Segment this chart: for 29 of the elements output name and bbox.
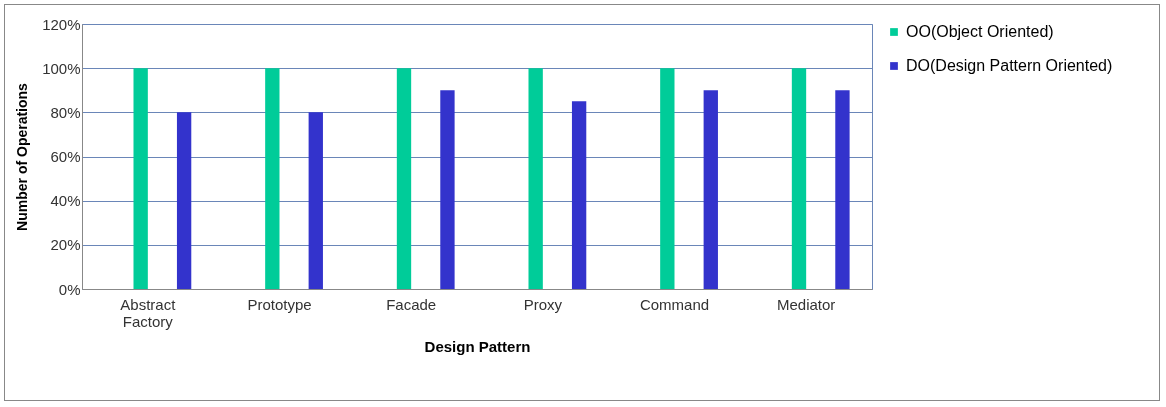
x-tick-label: Prototype bbox=[247, 295, 312, 313]
x-tick-label: Facade bbox=[386, 295, 437, 313]
bar bbox=[528, 68, 543, 289]
bar bbox=[396, 68, 412, 289]
x-tick-label: Abstract Factory bbox=[120, 295, 177, 330]
x-tick-label: Command bbox=[639, 295, 710, 313]
y-axis-title: Number of Operations bbox=[14, 82, 31, 231]
bar bbox=[133, 68, 148, 289]
bar bbox=[835, 90, 850, 289]
bar bbox=[571, 101, 587, 289]
bar bbox=[660, 68, 675, 289]
x-axis-title: Design Pattern bbox=[424, 337, 531, 355]
y-tick-label: 0% bbox=[58, 280, 81, 298]
bar bbox=[308, 112, 323, 289]
bar bbox=[265, 68, 280, 289]
y-tick-label: 100% bbox=[42, 59, 81, 77]
x-tick-label: Proxy bbox=[523, 295, 563, 313]
bar bbox=[440, 90, 455, 289]
legend-label: OO(Object Oriented) bbox=[906, 23, 1054, 40]
y-tick-label: 60% bbox=[50, 148, 81, 165]
bar bbox=[791, 68, 807, 289]
bar bbox=[703, 90, 718, 289]
legend-label: DO(Design Pattern Oriented) bbox=[906, 57, 1113, 74]
y-tick-label: 20% bbox=[50, 236, 81, 254]
y-tick-label: 120% bbox=[42, 15, 81, 33]
bar bbox=[176, 112, 192, 289]
y-tick-label: 40% bbox=[50, 192, 81, 210]
x-tick-label: Mediator bbox=[776, 295, 836, 313]
y-tick-label: 80% bbox=[50, 103, 81, 121]
